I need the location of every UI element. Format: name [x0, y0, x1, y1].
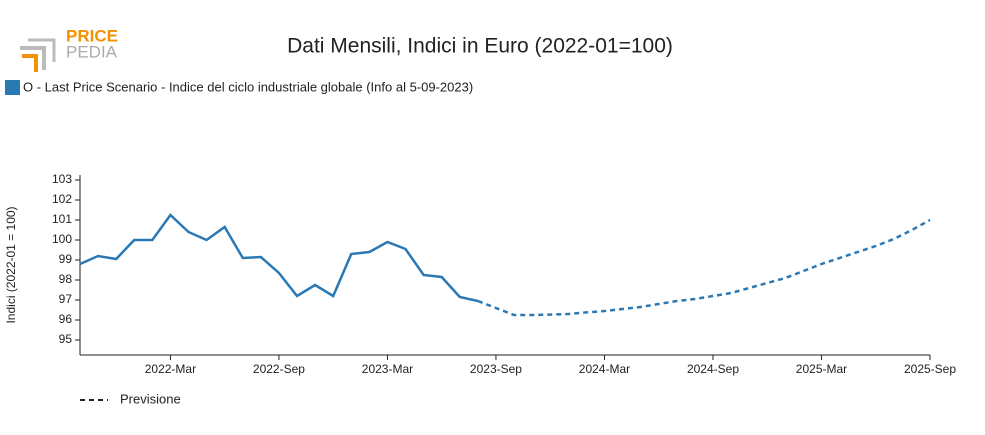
- series-line: [477, 218, 931, 317]
- y-tick-label: 98: [59, 272, 73, 286]
- y-tick-label: 103: [52, 172, 72, 186]
- legend-label: O - Last Price Scenario - Indice del cic…: [23, 79, 473, 94]
- y-tick-label: 100: [52, 232, 72, 246]
- legend-swatch: [5, 80, 20, 95]
- x-tick-label: 2024-Mar: [579, 362, 630, 376]
- x-tick-label: 2023-Mar: [362, 362, 413, 376]
- legend-label: Previsione: [120, 391, 181, 406]
- logo-bracket: [28, 38, 56, 62]
- logo: PRICE PEDIA: [20, 26, 118, 72]
- y-tick-label: 96: [59, 312, 73, 326]
- x-tick-label: 2024-Sep: [687, 362, 739, 376]
- logo-text: PRICE: [66, 26, 118, 45]
- x-tick-label: 2022-Sep: [253, 362, 305, 376]
- x-tick-label: 2022-Mar: [145, 362, 196, 376]
- y-tick-label: 99: [59, 252, 73, 266]
- logo-text: PEDIA: [66, 42, 118, 61]
- y-axis-title: Indici (2022-01 = 100): [4, 206, 18, 323]
- y-tick-label: 97: [59, 292, 73, 306]
- chart-title: Dati Mensili, Indici in Euro (2022-01=10…: [287, 35, 673, 58]
- y-tick-label: 95: [59, 332, 73, 346]
- series-line: [79, 213, 479, 303]
- y-tick-label: 102: [52, 192, 72, 206]
- x-tick-label: 2025-Sep: [904, 362, 956, 376]
- logo-bracket: [20, 46, 46, 70]
- x-tick-label: 2025-Mar: [796, 362, 847, 376]
- x-tick-label: 2023-Sep: [470, 362, 522, 376]
- y-tick-label: 101: [52, 212, 72, 226]
- logo-bracket: [22, 54, 38, 72]
